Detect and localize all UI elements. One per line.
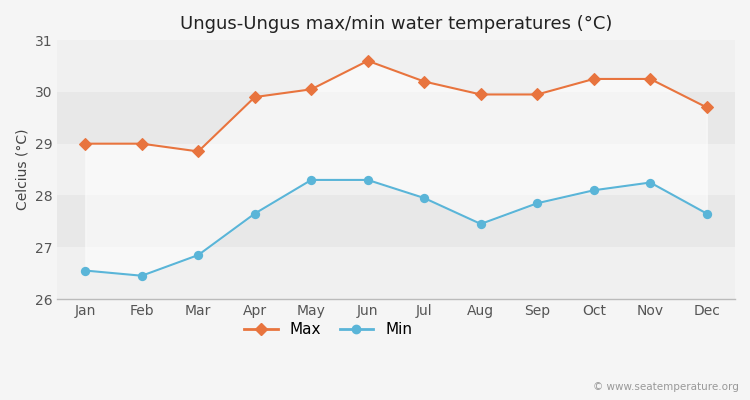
Bar: [57, 144, 735, 196]
Point: [362, 177, 374, 183]
Point: [588, 187, 600, 194]
Point: [249, 94, 261, 100]
Point: [475, 91, 487, 98]
Point: [192, 252, 204, 258]
Point: [80, 140, 92, 147]
Point: [80, 267, 92, 274]
Point: [475, 221, 487, 227]
Point: [531, 91, 543, 98]
Bar: [57, 196, 735, 247]
Point: [531, 200, 543, 206]
Point: [192, 148, 204, 155]
Point: [305, 86, 317, 92]
Bar: [57, 40, 735, 92]
Text: © www.seatemperature.org: © www.seatemperature.org: [592, 382, 739, 392]
Point: [136, 272, 148, 279]
Point: [249, 210, 261, 217]
Y-axis label: Celcius (°C): Celcius (°C): [15, 129, 29, 210]
Bar: [57, 92, 735, 144]
Bar: [57, 247, 735, 299]
Point: [419, 195, 430, 201]
Point: [700, 104, 712, 111]
Legend: Max, Min: Max, Min: [238, 316, 418, 343]
Point: [419, 78, 430, 85]
Point: [644, 179, 656, 186]
Point: [588, 76, 600, 82]
Point: [644, 76, 656, 82]
Point: [136, 140, 148, 147]
Point: [305, 177, 317, 183]
Point: [700, 210, 712, 217]
Point: [362, 58, 374, 64]
Title: Ungus-Ungus max/min water temperatures (°C): Ungus-Ungus max/min water temperatures (…: [180, 15, 612, 33]
